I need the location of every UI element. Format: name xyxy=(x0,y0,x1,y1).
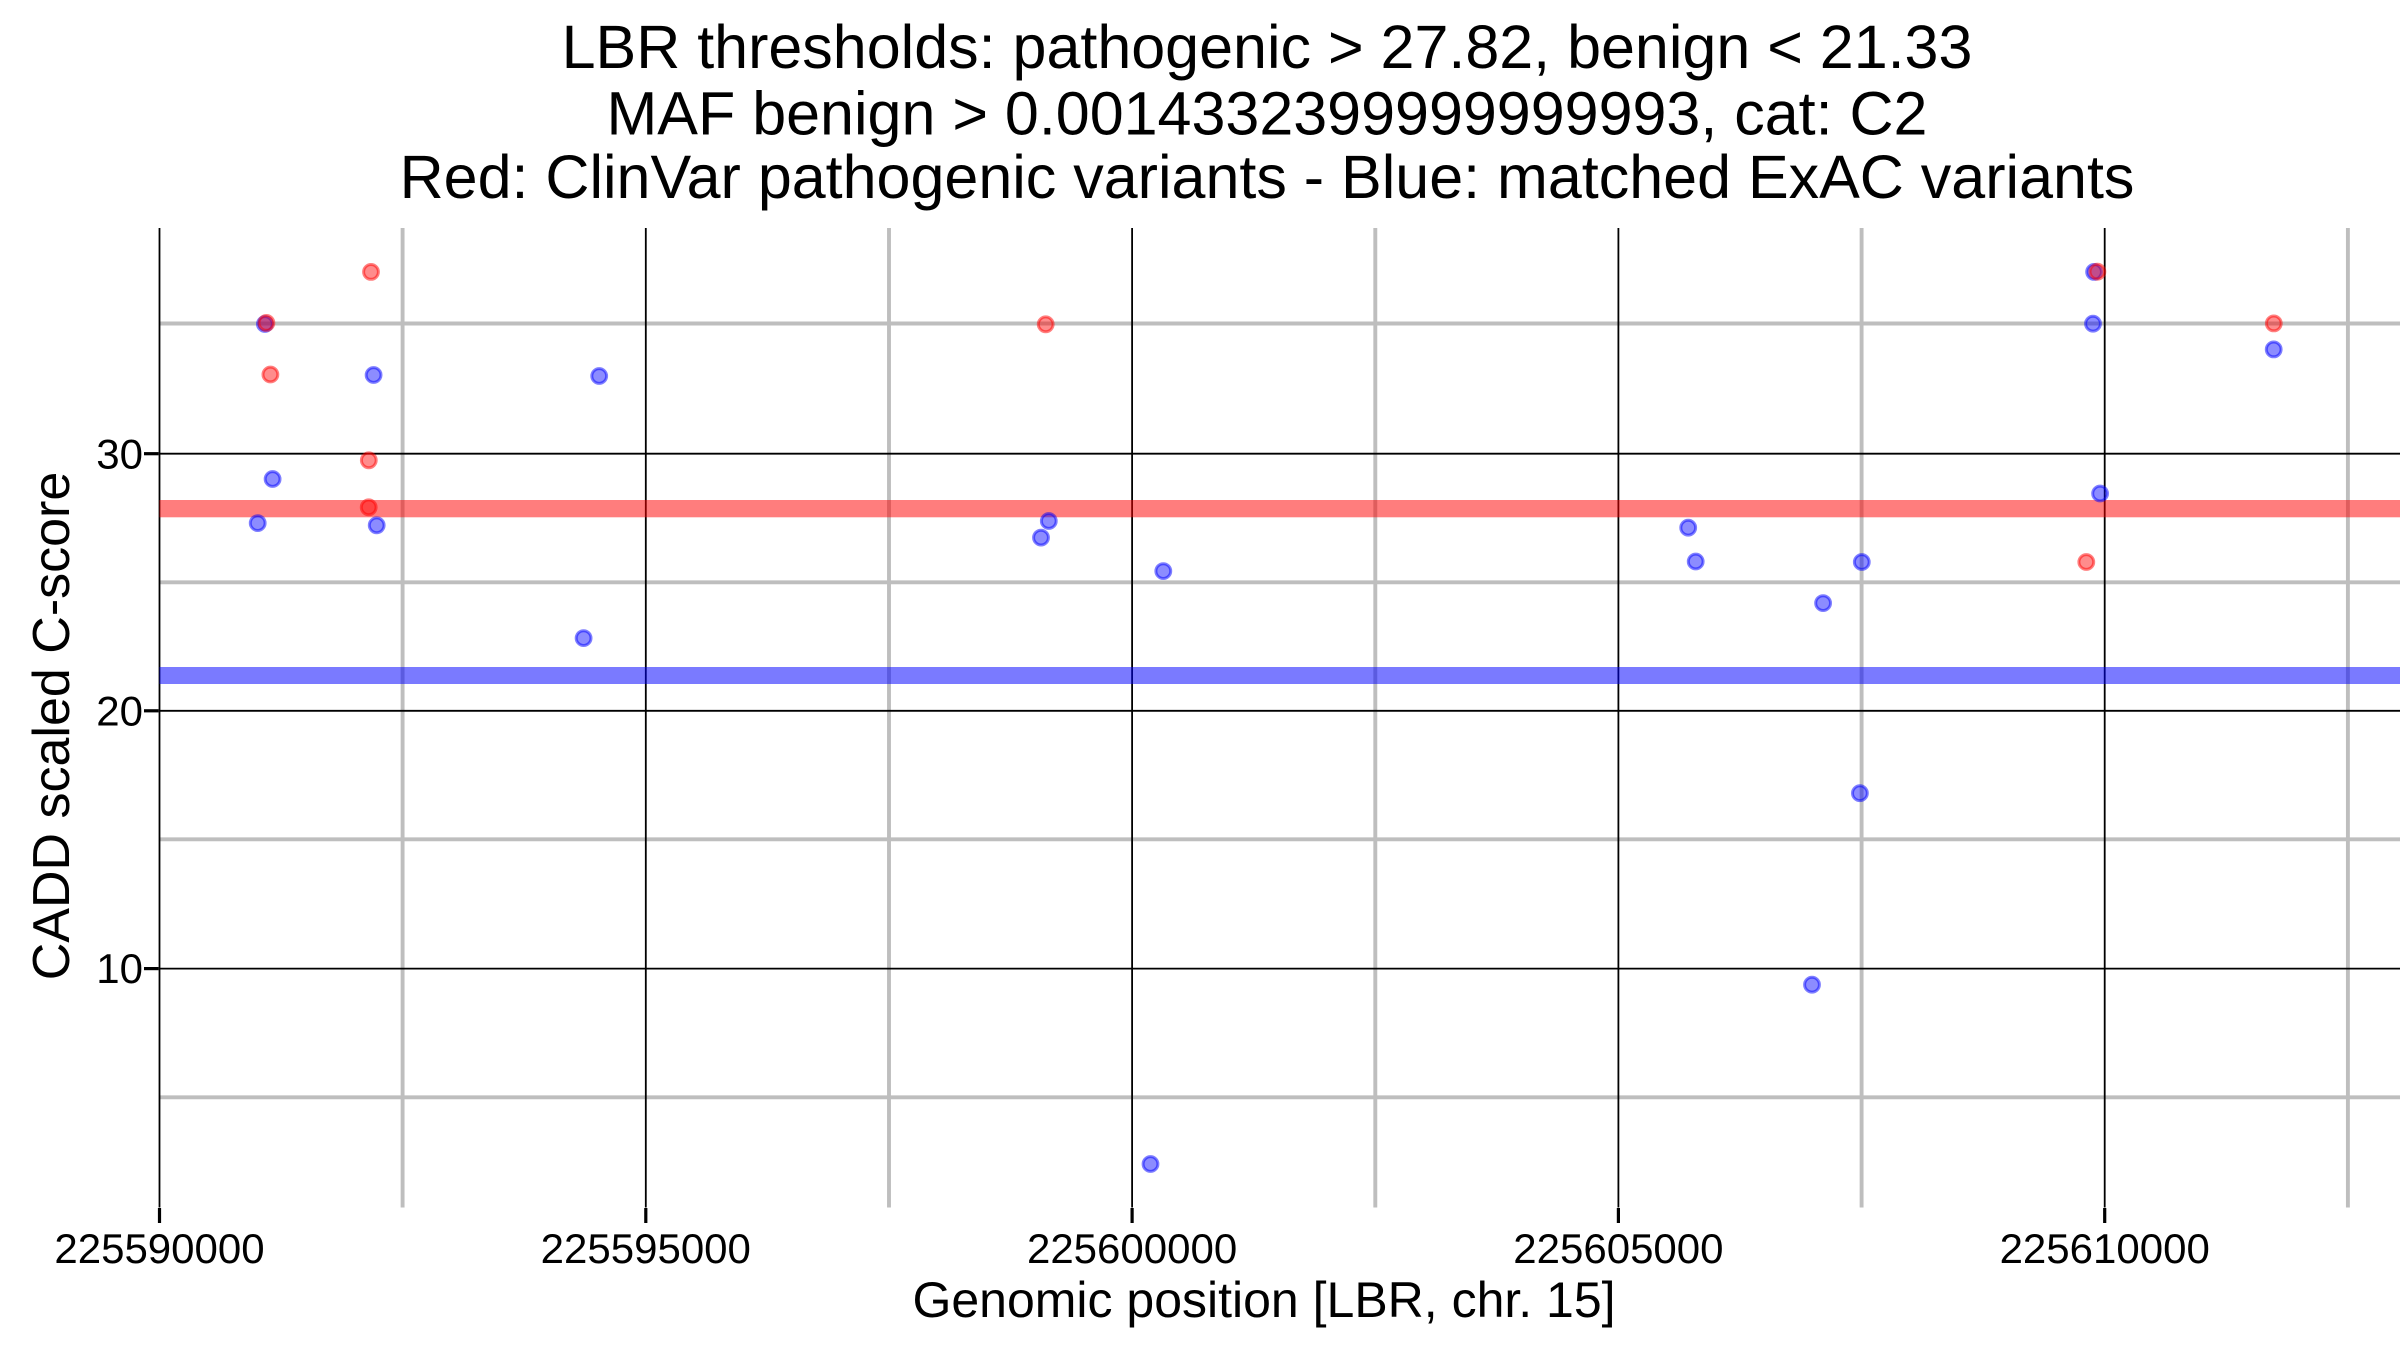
svg-text:225600000: 225600000 xyxy=(1027,1225,1237,1272)
svg-text:225610000: 225610000 xyxy=(2000,1225,2210,1272)
svg-text:225605000: 225605000 xyxy=(1513,1225,1723,1272)
svg-text:30: 30 xyxy=(96,430,143,477)
svg-text:MAF benign > 0.001433239999999: MAF benign > 0.0014332399999999993, cat:… xyxy=(606,80,1927,148)
svg-text:Genomic position [LBR, chr. 15: Genomic position [LBR, chr. 15] xyxy=(912,1272,1615,1328)
svg-text:20: 20 xyxy=(96,687,143,734)
svg-text:225590000: 225590000 xyxy=(54,1225,264,1272)
svg-text:Red: ClinVar pathogenic varian: Red: ClinVar pathogenic variants - Blue:… xyxy=(400,143,2135,211)
svg-text:10: 10 xyxy=(96,945,143,992)
svg-text:CADD scaled C-score: CADD scaled C-score xyxy=(23,472,81,981)
svg-text:LBR thresholds: pathogenic > 2: LBR thresholds: pathogenic > 27.82, beni… xyxy=(562,13,1973,81)
svg-text:225595000: 225595000 xyxy=(541,1225,751,1272)
